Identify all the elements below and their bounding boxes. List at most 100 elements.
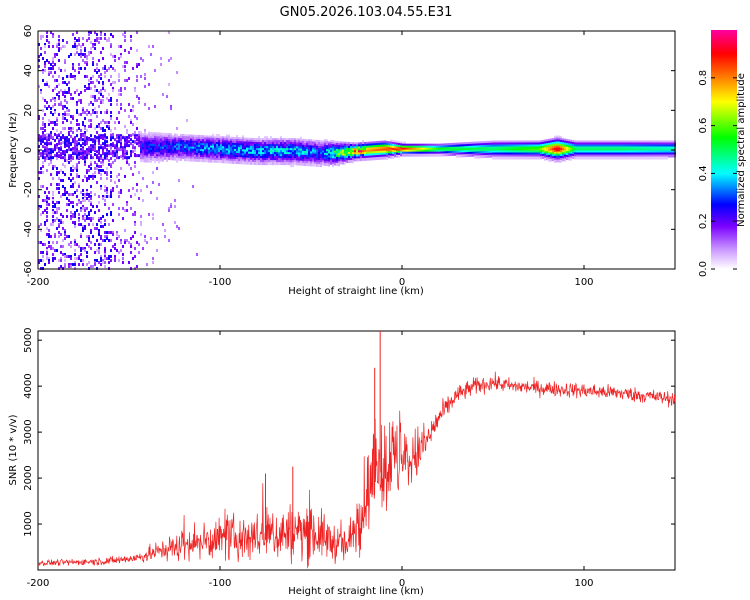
spectrogram-cell (120, 93, 122, 96)
spectrogram-cell (550, 146, 552, 150)
spectrogram-cell (298, 144, 300, 148)
spectrogram-cell (220, 148, 222, 152)
spectrogram-cell (76, 134, 78, 138)
spectrogram-cell (136, 183, 138, 186)
spectrogram-cell (286, 158, 288, 162)
spectrogram-cell (308, 155, 310, 159)
spectrogram-cell (148, 45, 150, 48)
spectrogram-cell (290, 144, 292, 148)
spectrogram-cell (142, 157, 144, 161)
spectrogram-cell (566, 144, 568, 148)
spectrogram-ytick-label: 40 (23, 64, 34, 77)
spectrogram-cell (174, 135, 176, 139)
spectrogram-cell (600, 146, 602, 150)
spectrogram-cell (86, 255, 88, 258)
spectrogram-cell (358, 146, 360, 150)
spectrogram-cell (80, 191, 82, 194)
spectrogram-cell (422, 149, 424, 153)
spectrogram-cell (188, 154, 190, 158)
spectrogram-cell (352, 160, 354, 164)
spectrogram-cell (60, 219, 62, 222)
spectrogram-cell (510, 148, 512, 152)
spectrogram-cell (88, 51, 90, 54)
spectrogram-cell (136, 189, 138, 192)
spectrogram-cell (166, 132, 168, 136)
spectrogram-cell (610, 154, 612, 158)
spectrogram-cell (578, 144, 580, 148)
spectrogram-cell (186, 119, 188, 122)
spectrogram-cell (424, 151, 426, 155)
spectrogram-cell (350, 156, 352, 160)
spectrogram-cell (194, 144, 196, 148)
spectrogram-cell (194, 140, 196, 144)
spectrogram-cell (198, 142, 200, 146)
spectrogram-cell (616, 144, 618, 148)
spectrogram-cell (610, 146, 612, 150)
spectrogram-cell (238, 155, 240, 159)
spectrogram-cell (54, 71, 56, 74)
spectrogram-cell (548, 148, 550, 152)
spectrogram-cell (578, 150, 580, 154)
spectrogram-cell (106, 69, 108, 72)
spectrogram-cell (610, 144, 612, 148)
spectrogram-cell (376, 149, 378, 153)
spectrogram-cell (290, 146, 292, 150)
spectrogram-cell (232, 156, 234, 160)
spectrogram-cell (282, 142, 284, 146)
spectrogram-cell (272, 140, 274, 144)
spectrogram-cell (90, 144, 92, 148)
spectrogram-cell (46, 136, 48, 140)
spectrogram-cell (512, 144, 514, 148)
spectrogram-cell (54, 103, 56, 106)
spectrogram-cell (72, 150, 74, 154)
spectrogram-cell (40, 139, 42, 142)
spectrogram-cell (86, 197, 88, 200)
spectrogram-cell (68, 89, 70, 92)
spectrogram-cell (220, 150, 222, 154)
spectrogram-cell (304, 158, 306, 162)
spectrogram-cell (72, 183, 74, 186)
spectrogram-cell (416, 143, 418, 147)
spectrogram-cell (130, 109, 132, 112)
spectrogram-cell (140, 223, 142, 226)
spectrogram-cell (412, 143, 414, 147)
spectrogram-cell (232, 142, 234, 146)
spectrogram-cell (98, 201, 100, 204)
spectrogram-cell (98, 37, 100, 40)
spectrogram-cell (608, 148, 610, 152)
spectrogram-cell (242, 153, 244, 157)
spectrogram-cell (638, 156, 640, 160)
spectrogram-cell (144, 133, 146, 137)
spectrogram-cell (574, 156, 576, 160)
spectrogram-cell (332, 148, 334, 152)
spectrogram-cell (82, 138, 84, 142)
spectrogram-cell (130, 251, 132, 254)
spectrogram-cell (82, 43, 84, 46)
spectrogram-cell (450, 142, 452, 146)
spectrogram-cell (100, 93, 102, 96)
spectrogram-cell (58, 83, 60, 86)
spectrogram-cell (48, 41, 50, 44)
spectrogram-cell (110, 171, 112, 174)
spectrogram-cell (86, 193, 88, 196)
spectrogram-cell (468, 149, 470, 153)
spectrogram-cell (92, 61, 94, 64)
spectrogram-cell (194, 156, 196, 160)
spectrogram-cell (104, 247, 106, 250)
spectrogram-cell (84, 213, 86, 216)
spectrogram-cell (376, 155, 378, 159)
spectrogram-cell (336, 144, 338, 148)
spectrogram-cell (98, 81, 100, 84)
snr-xtick-label: 100 (574, 578, 593, 589)
spectrogram-cell (168, 133, 170, 137)
spectrogram-cell (140, 149, 142, 153)
spectrogram-cell (104, 257, 106, 260)
spectrogram-cell (310, 163, 312, 167)
spectrogram-cell (402, 151, 404, 155)
spectrogram-cell (70, 148, 72, 152)
spectrogram-cell (104, 156, 106, 160)
spectrogram-cell (238, 143, 240, 147)
spectrogram-cell (552, 150, 554, 154)
spectrogram-cell (102, 239, 104, 242)
spectrogram-cell (234, 160, 236, 164)
